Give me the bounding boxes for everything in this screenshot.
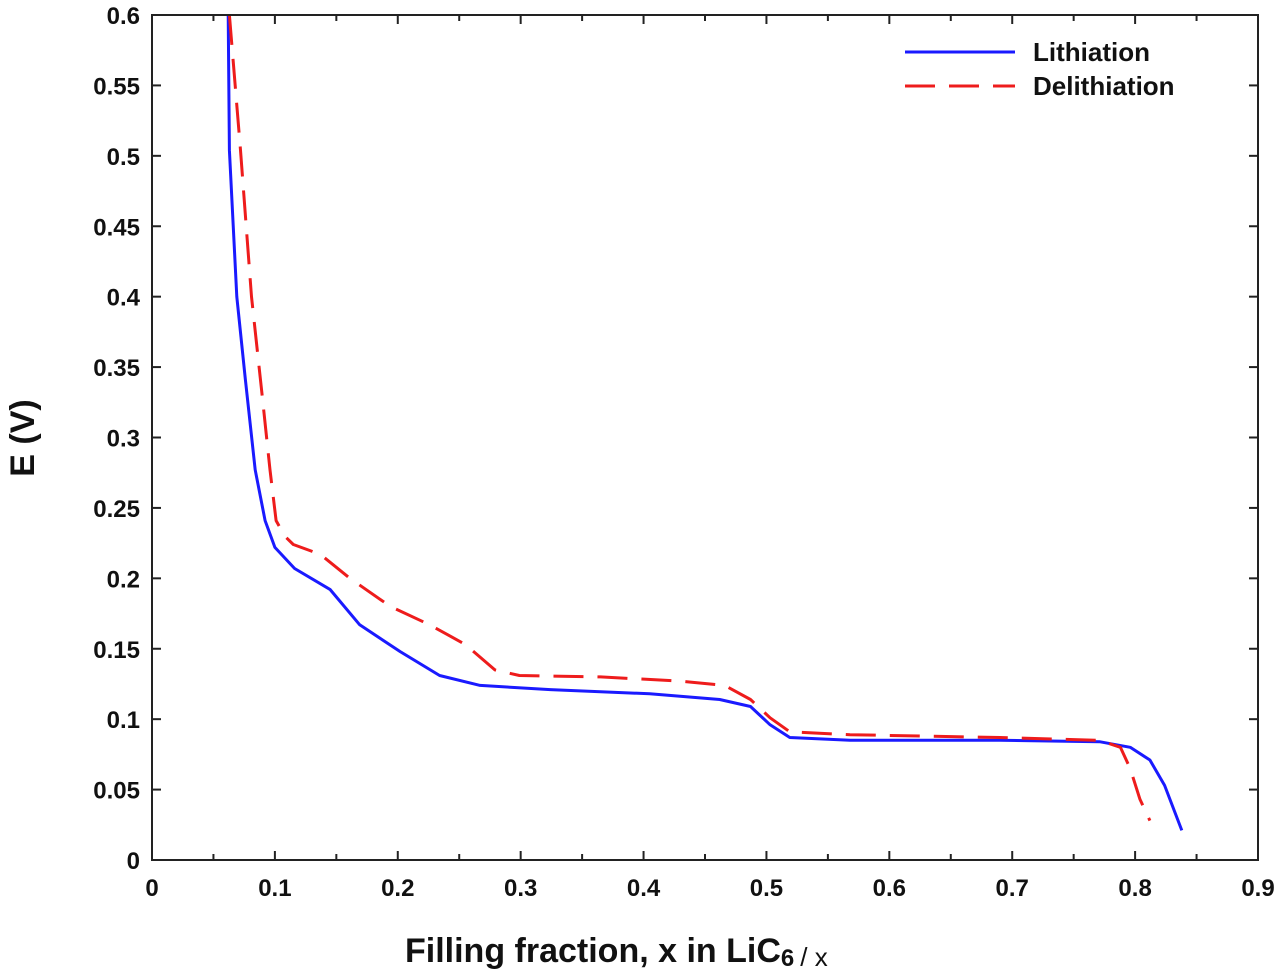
series-line-lithiation (226, 14, 1184, 831)
legend-label-delithiation: Delithiation (1033, 71, 1175, 101)
y-tick-label: 0.6 (107, 3, 140, 30)
x-axis-label-main: Filling fraction, x in LiC (405, 932, 781, 970)
x-tick-label: 0.5 (750, 875, 783, 902)
ticks: 0 0.1 0.2 0.3 0.4 0.5 0.6 0.7 0.8 0.9 0 0.05 0.1 0.15… (93, 3, 1274, 902)
y-tick-label: 0.55 (93, 73, 140, 100)
x-tick-label: 0.3 (504, 875, 537, 902)
y-tick-label: 0.45 (93, 214, 140, 241)
y-tick-label: 0.25 (93, 496, 140, 523)
x-tick-label: 0.4 (627, 875, 661, 902)
y-tick-label: 0 (127, 848, 140, 875)
x-tick-label: 0.2 (381, 875, 414, 902)
y-tick-label: 0.3 (107, 426, 140, 453)
x-tick-label: 0.6 (873, 875, 906, 902)
y-tick-label: 0.15 (93, 637, 140, 664)
series-group (226, 14, 1184, 831)
series-line-delithiation (227, 14, 1152, 822)
legend-label-lithiation: Lithiation (1033, 37, 1150, 67)
legend: Lithiation Delithiation (905, 37, 1175, 101)
x-tick-label: 0.8 (1118, 875, 1151, 902)
x-tick-label: 0.9 (1241, 875, 1274, 902)
y-tick-label: 0.5 (107, 144, 140, 171)
y-tick-label: 0.05 (93, 778, 140, 805)
x-axis-label-suffix: / x (800, 942, 827, 972)
x-tick-label: 0.7 (996, 875, 1029, 902)
y-tick-label: 0.35 (93, 355, 140, 382)
x-axis-label-subscript: 6 (781, 945, 794, 972)
x-axis-label: Filling fraction, x in LiC6/ x (405, 932, 828, 972)
x-tick-label: 0.1 (258, 875, 291, 902)
y-tick-label: 0.2 (107, 566, 140, 593)
x-tick-label: 0 (145, 875, 158, 902)
y-tick-label: 0.4 (107, 285, 141, 312)
y-axis-label: E (V) (4, 399, 42, 476)
y-tick-label: 0.1 (107, 707, 140, 734)
plot-frame (151, 14, 1259, 861)
